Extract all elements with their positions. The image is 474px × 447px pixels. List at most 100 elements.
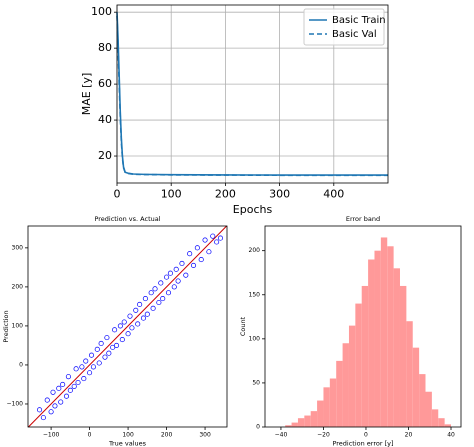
point: [202, 237, 208, 243]
point: [63, 393, 70, 399]
x-tick-label: 0: [114, 188, 121, 201]
point: [167, 270, 173, 276]
axes-frame: [27, 225, 228, 428]
point: [71, 383, 77, 389]
point: [125, 331, 131, 337]
point: [152, 286, 158, 292]
point: [102, 354, 108, 360]
chart-title: Prediction vs. Actual: [94, 215, 160, 223]
point: [194, 245, 200, 251]
point: [129, 325, 135, 331]
point: [44, 397, 50, 403]
point: [156, 299, 162, 306]
point: [137, 301, 143, 307]
axes-frame: [264, 225, 462, 428]
point: [94, 346, 100, 352]
bar: [317, 400, 324, 427]
bar: [368, 259, 375, 427]
point: [75, 379, 81, 386]
point: [140, 315, 147, 321]
point: [165, 290, 172, 296]
point: [83, 358, 89, 364]
point: [98, 340, 104, 347]
point: [121, 319, 127, 325]
x-tick-label: 100: [161, 188, 182, 201]
bar: [342, 343, 349, 427]
bar: [387, 246, 394, 427]
point: [67, 387, 73, 393]
point: [171, 284, 177, 290]
point: [119, 337, 125, 343]
bar: [431, 409, 439, 427]
point: [48, 409, 54, 415]
point: [58, 399, 64, 405]
x-tick-label: 0: [364, 432, 368, 439]
point: [210, 233, 216, 239]
bar: [412, 347, 420, 427]
x-tick-label: −40: [275, 432, 288, 439]
point: [160, 296, 166, 302]
point: [113, 342, 120, 348]
point: [90, 364, 96, 370]
bar: [329, 378, 337, 427]
point: [135, 321, 141, 327]
bar: [438, 418, 445, 427]
y-tick-label: 80: [98, 41, 112, 54]
point: [164, 274, 170, 280]
y-tick-label: 0: [256, 424, 260, 431]
bar: [361, 285, 369, 427]
point: [104, 335, 110, 341]
point: [110, 344, 116, 350]
point: [112, 327, 118, 333]
y-tick-label: 0: [19, 361, 23, 368]
point: [96, 360, 102, 366]
point: [60, 381, 66, 388]
point: [127, 313, 133, 319]
y-tick-label: 200: [12, 283, 24, 290]
y-tick-label: −100: [7, 400, 24, 407]
x-tick-label: −20: [317, 432, 330, 439]
y-axis-label: Prediction: [2, 310, 10, 342]
x-tick-label: 300: [269, 188, 290, 201]
y-tick-label: 20: [98, 149, 112, 162]
legend-label: Basic Train: [332, 15, 386, 26]
point: [81, 376, 87, 382]
bar: [419, 374, 426, 427]
point: [52, 403, 58, 409]
x-tick-label: 200: [161, 432, 173, 439]
bar: [444, 424, 452, 427]
y-tick-label: 50: [252, 379, 260, 386]
point: [87, 370, 93, 376]
point: [190, 262, 197, 268]
bar: [336, 360, 343, 427]
point: [148, 290, 154, 296]
point: [88, 352, 95, 358]
y-axis-label: MAE [y]: [80, 73, 93, 116]
point: [214, 239, 220, 245]
y-tick-label: 60: [98, 77, 112, 90]
point: [183, 272, 189, 278]
bar: [297, 418, 305, 427]
legend-box: [303, 8, 385, 46]
x-tick-label: 400: [323, 188, 344, 201]
point: [217, 235, 224, 241]
axes-frame: [116, 4, 389, 184]
bar: [380, 237, 388, 427]
bar: [399, 285, 407, 427]
point: [50, 389, 56, 395]
x-tick-label: 200: [215, 188, 236, 201]
x-tick-label: −100: [43, 432, 60, 439]
bar: [374, 250, 381, 427]
bar: [285, 425, 292, 427]
x-axis-label: True values: [108, 440, 147, 447]
point: [73, 366, 79, 372]
point: [175, 278, 181, 284]
bar: [310, 411, 318, 427]
x-tick-label: 40: [447, 432, 455, 439]
point: [117, 323, 123, 329]
x-tick-label: 300: [199, 432, 211, 439]
line: [116, 15, 388, 177]
point: [173, 266, 179, 272]
y-tick-label: 100: [91, 5, 112, 18]
